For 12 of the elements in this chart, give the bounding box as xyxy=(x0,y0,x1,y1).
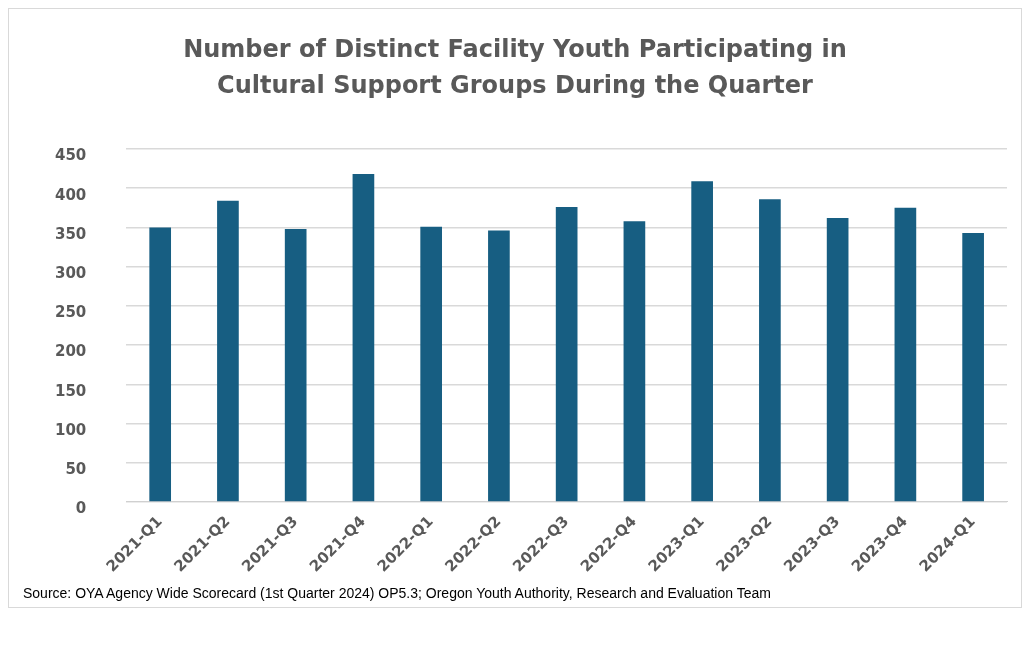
y-tick-label: 150 xyxy=(55,381,87,400)
y-tick-label: 200 xyxy=(55,342,87,361)
y-tick-label: 250 xyxy=(55,303,87,322)
chart-title: Number of Distinct Facility Youth Participating in Cultural Support Groups During the Quarter xyxy=(182,34,848,101)
source-note: Source: OYA Agency Wide Scorecard (1st Quarter 2024) OP5.3; Oregon Youth Authority, Research and Evaluation Team xyxy=(22,584,772,603)
y-tick-label: 0 xyxy=(75,499,87,518)
y-tick-label: 50 xyxy=(65,460,87,479)
y-tick-label: 100 xyxy=(55,420,87,439)
y-tick-label: 450 xyxy=(55,146,87,165)
y-tick-label: 400 xyxy=(55,185,87,204)
y-tick-label: 300 xyxy=(55,264,87,283)
y-tick-label: 350 xyxy=(55,224,87,243)
